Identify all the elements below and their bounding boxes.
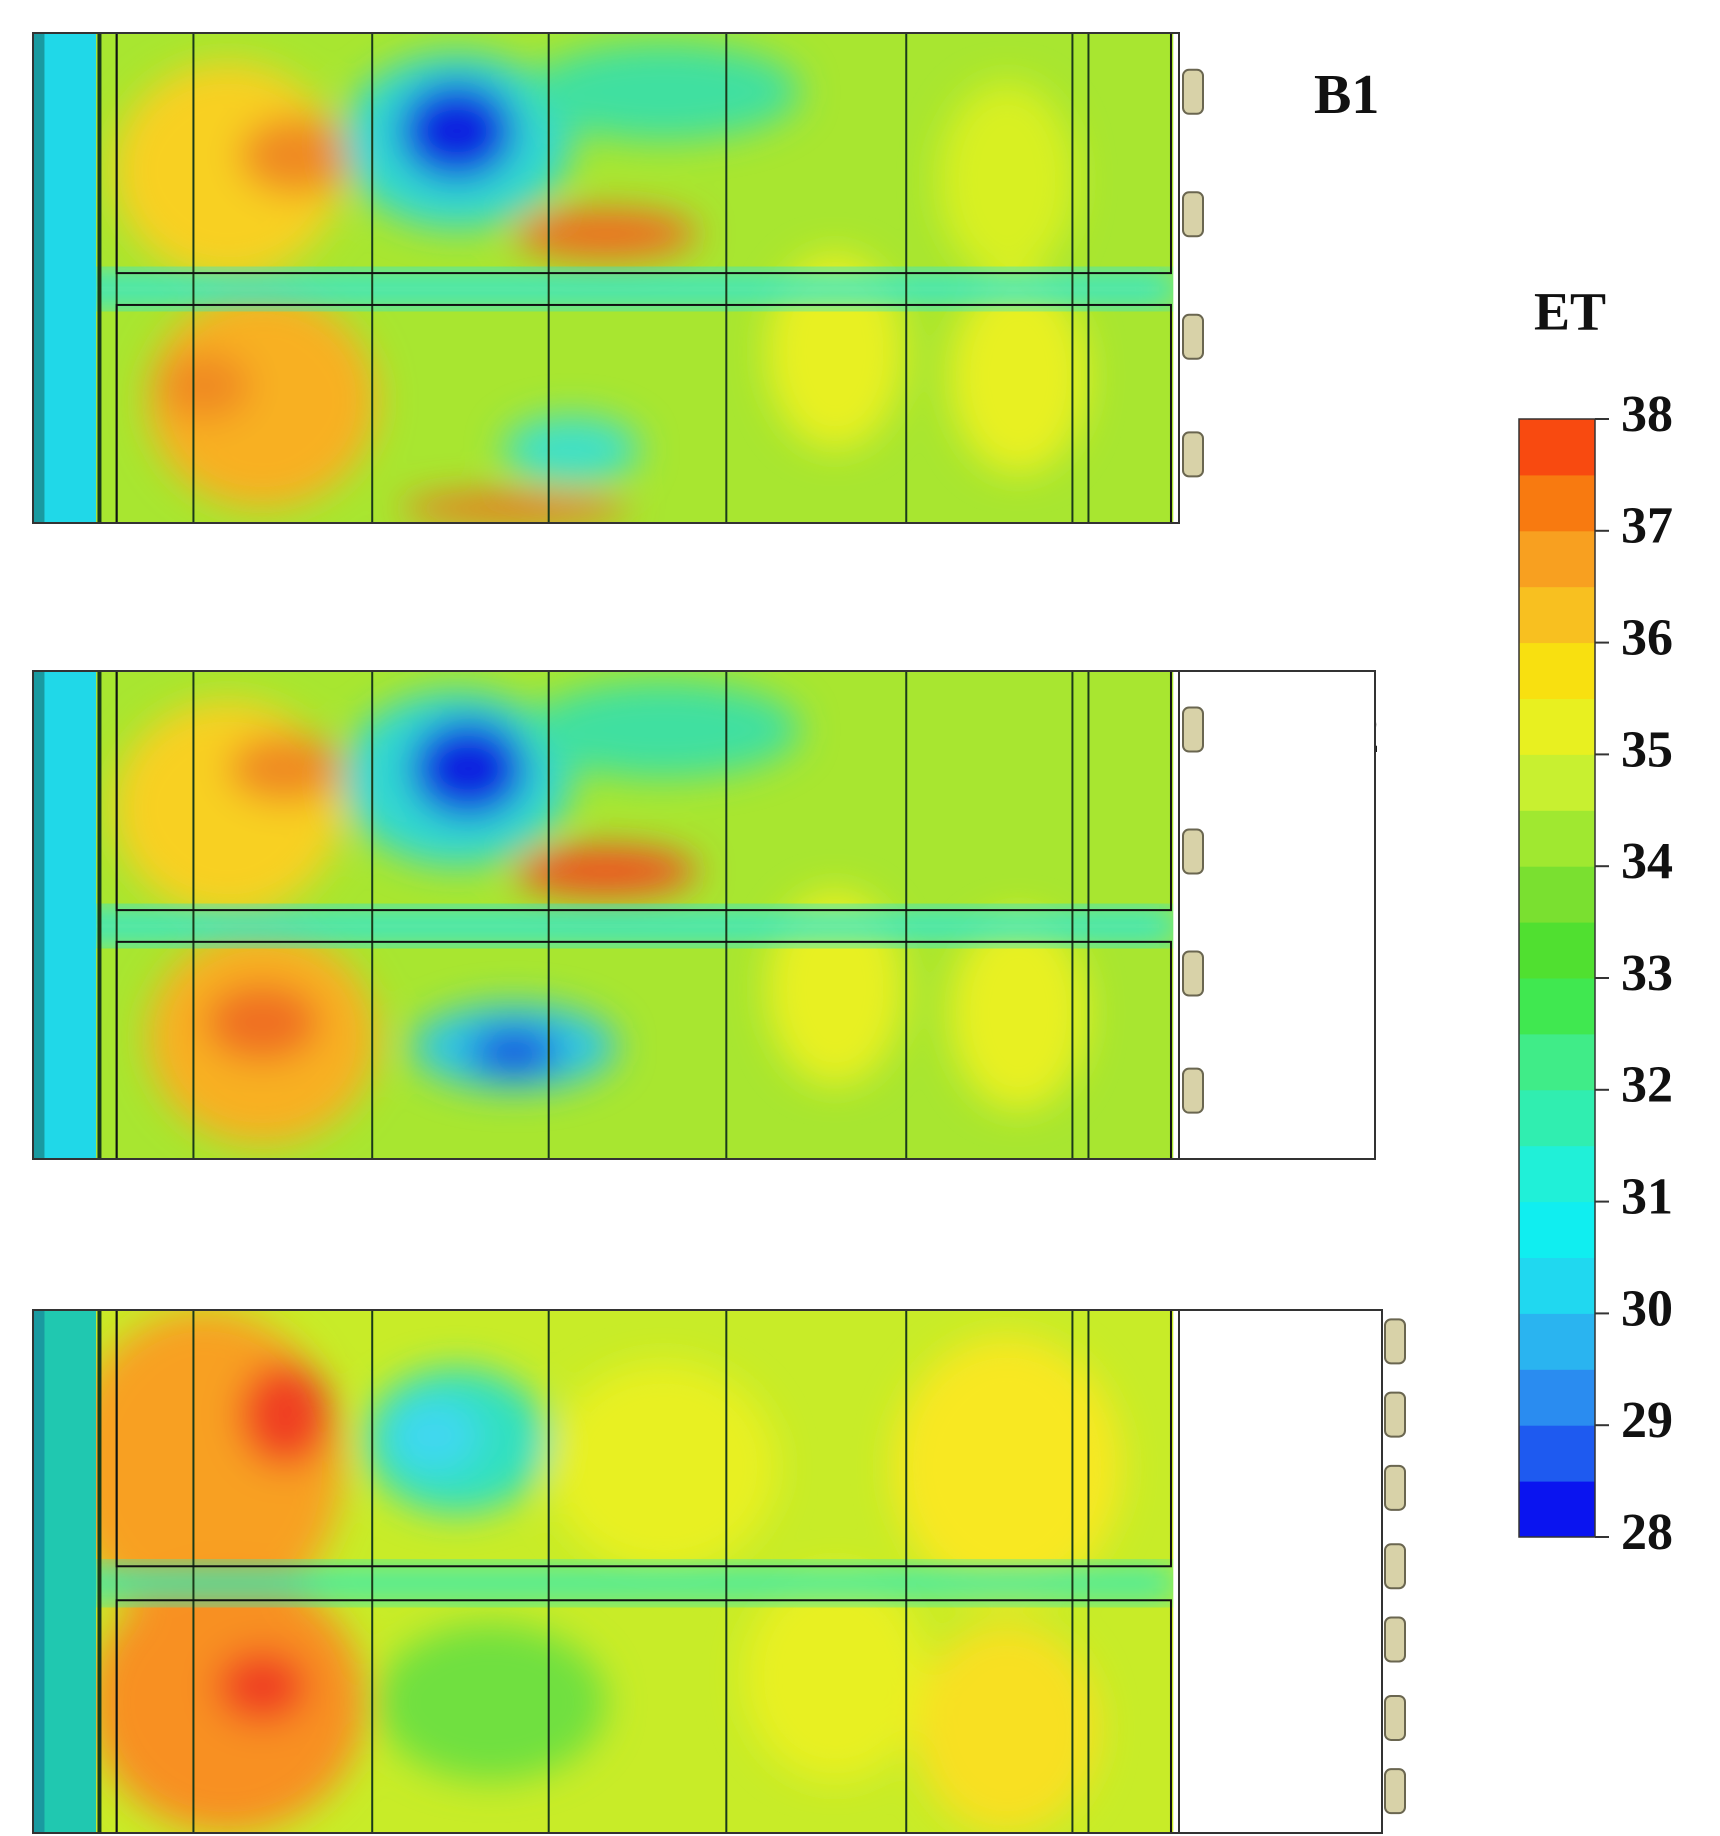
colorbar-tick-label: 36 — [1621, 610, 1673, 667]
contour-blob — [239, 116, 354, 195]
colorbar-band — [1519, 978, 1595, 1035]
contour-blob — [399, 493, 629, 523]
inlet-edge — [33, 1310, 45, 1833]
contour-blob — [411, 719, 526, 818]
colorbar-band — [1519, 1425, 1595, 1482]
channel — [33, 273, 1174, 305]
colorbar-band — [1519, 530, 1595, 588]
contour-blob — [159, 351, 251, 421]
colorbar-band — [1519, 1201, 1595, 1258]
colorbar-band — [1519, 698, 1595, 755]
panel-label: B1 — [1314, 64, 1379, 126]
colorbar-band — [1519, 1369, 1595, 1426]
contour-blobs — [67, 1310, 1122, 1833]
colorbar-tick-label: 31 — [1621, 1169, 1673, 1226]
colorbar-title: ET — [1534, 281, 1606, 341]
contour-blob — [525, 42, 801, 141]
zone — [115, 303, 1172, 523]
panel-frame — [32, 32, 1180, 524]
channel — [33, 910, 1174, 942]
channel — [33, 1566, 1174, 1601]
inlet-edge — [33, 33, 45, 523]
contour-blob — [113, 62, 343, 278]
contour-blob — [399, 82, 515, 180]
contour — [33, 1310, 1174, 1833]
fan — [1182, 950, 1204, 997]
contour-blob — [227, 734, 343, 803]
fan — [1384, 1768, 1406, 1815]
zone — [115, 1599, 1172, 1833]
colorbar-band — [1519, 1089, 1595, 1147]
colorbar-band — [1519, 586, 1595, 644]
contour-blob — [548, 1362, 778, 1572]
contour-blob — [915, 1623, 1099, 1833]
colorbar-band — [1519, 642, 1595, 699]
contour-blob — [938, 82, 1076, 278]
contour-blob — [147, 292, 377, 509]
fan — [1182, 191, 1204, 238]
zone — [115, 671, 1172, 912]
fan — [1182, 828, 1204, 875]
colorbar-tick-label: 35 — [1621, 721, 1673, 778]
colorbar-band — [1519, 474, 1595, 532]
colorbar-band — [1519, 1033, 1595, 1091]
colorbar-tick-label: 29 — [1621, 1392, 1673, 1449]
colorbar-tick-label: 37 — [1621, 498, 1673, 555]
zone — [115, 33, 1172, 275]
fan — [1384, 1464, 1406, 1511]
fan — [1384, 1694, 1406, 1741]
colorbar-tick-label: 34 — [1621, 833, 1673, 890]
colorbar-band — [1519, 866, 1595, 923]
fan — [1384, 1543, 1406, 1590]
colorbar-tick-label: 33 — [1621, 945, 1673, 1002]
colorbar-band — [1519, 1145, 1595, 1203]
colorbar-band — [1519, 810, 1595, 867]
panel-frame — [32, 670, 1180, 1160]
contour-blob — [468, 1027, 561, 1077]
colorbar-band — [1519, 1313, 1595, 1370]
contour — [33, 671, 1174, 1159]
colorbar-tick-label: 28 — [1621, 1504, 1673, 1561]
fan — [1384, 1391, 1406, 1438]
contour-blob — [502, 415, 641, 484]
contour-blob — [514, 209, 698, 259]
contour-blob — [376, 1623, 606, 1781]
fan — [1182, 313, 1204, 360]
fan — [1182, 431, 1204, 478]
contour-blob — [743, 1571, 927, 1781]
inlet-edge — [33, 671, 45, 1159]
contour-blob — [525, 680, 801, 779]
zone — [115, 940, 1172, 1159]
fan — [1182, 706, 1204, 753]
fan — [1182, 68, 1204, 115]
colorbar-tick-label: 32 — [1621, 1057, 1673, 1114]
contour-blob — [204, 983, 320, 1062]
contour-blob — [388, 1398, 480, 1473]
contour-blobs — [113, 680, 1088, 1145]
contour — [33, 33, 1174, 523]
contour-blob — [514, 846, 698, 896]
zone — [115, 1310, 1172, 1568]
contour-blob — [949, 278, 1088, 474]
colorbar-band — [1519, 419, 1595, 476]
contour-blob — [892, 1336, 1122, 1598]
contour-blob — [216, 1649, 309, 1724]
contour-blob — [113, 700, 343, 915]
fan — [1384, 1318, 1406, 1365]
colorbar-band — [1519, 1257, 1595, 1314]
contour-blob — [239, 1362, 331, 1467]
panel-frame — [32, 1309, 1180, 1834]
colorbar-band — [1519, 1481, 1595, 1538]
colorbar-tick-label: 30 — [1621, 1280, 1673, 1337]
colorbar-band — [1519, 922, 1595, 979]
fan — [1182, 1067, 1204, 1114]
colorbar-tick-label: 38 — [1621, 386, 1673, 443]
colorbar-band — [1519, 754, 1595, 811]
contour-blob — [949, 915, 1088, 1111]
fan — [1384, 1616, 1406, 1663]
